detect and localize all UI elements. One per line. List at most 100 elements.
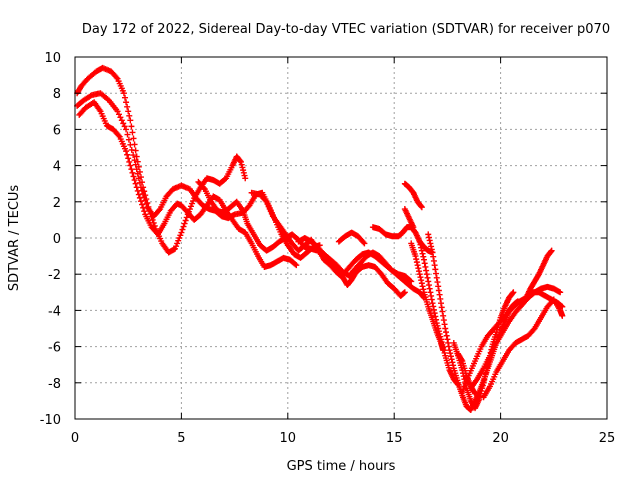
x-tick-label: 25	[599, 431, 616, 446]
data-point	[187, 203, 194, 210]
data-point	[413, 259, 420, 266]
data-point	[180, 223, 187, 230]
data-point	[420, 253, 427, 260]
data-point	[133, 153, 140, 160]
y-tick-label: 6	[53, 123, 61, 138]
data-point	[122, 94, 129, 101]
data-point	[423, 271, 430, 278]
data-point	[425, 234, 432, 241]
data-point	[113, 74, 120, 81]
data-point	[430, 306, 437, 313]
data-point	[431, 310, 438, 317]
data-point	[480, 379, 487, 386]
data-point	[434, 322, 441, 329]
data-point	[424, 274, 431, 281]
data-point	[433, 320, 440, 327]
data-point	[418, 203, 425, 210]
data-point	[413, 256, 420, 263]
data-point	[175, 237, 182, 244]
data-point	[425, 231, 432, 238]
data-point	[128, 146, 135, 153]
data-point	[245, 203, 252, 210]
data-point	[548, 247, 555, 254]
data-point	[127, 162, 134, 169]
data-point	[417, 241, 424, 248]
data-point	[479, 385, 486, 392]
data-point	[428, 246, 435, 253]
data-point	[420, 286, 427, 293]
data-point	[292, 261, 299, 268]
data-point	[132, 161, 139, 168]
data-point	[430, 303, 437, 310]
data-point	[418, 204, 425, 211]
data-point	[240, 169, 247, 176]
data-point	[450, 362, 457, 369]
data-point	[407, 277, 414, 284]
data-point	[438, 304, 445, 311]
data-point	[130, 173, 137, 180]
data-point	[181, 220, 188, 227]
data-point	[427, 240, 434, 247]
data-point	[447, 350, 454, 357]
y-tick-label: 10	[44, 51, 61, 66]
y-axis-label: SDTVAR / TECUs	[7, 185, 22, 292]
data-point	[442, 325, 449, 332]
data-point	[433, 316, 440, 323]
data-point	[401, 289, 408, 296]
data-point	[139, 201, 146, 208]
data-point	[237, 158, 244, 165]
data-point	[140, 204, 147, 211]
data-point	[440, 317, 447, 324]
data-point	[239, 164, 246, 171]
data-point	[136, 194, 143, 201]
data-point	[420, 256, 427, 263]
data-point	[417, 274, 424, 281]
data-point	[458, 356, 465, 363]
data-point	[481, 373, 488, 380]
data-point	[130, 135, 137, 142]
data-point	[416, 238, 423, 245]
data-point	[425, 278, 432, 285]
data-point	[423, 267, 430, 274]
data-point	[182, 217, 189, 224]
data-point	[178, 229, 185, 236]
data-point	[431, 262, 438, 269]
data-point	[449, 359, 456, 366]
data-point	[477, 393, 484, 400]
y-tick-label: 2	[53, 196, 61, 211]
x-tick-label: 5	[177, 431, 185, 446]
data-point	[129, 129, 136, 136]
data-point	[447, 353, 454, 360]
y-tick-label: -2	[48, 268, 61, 283]
data-point	[121, 123, 128, 130]
data-point	[530, 326, 537, 333]
data-point	[240, 167, 247, 174]
data-point	[190, 197, 197, 204]
data-point	[439, 341, 446, 348]
data-point	[361, 240, 368, 247]
data-point	[117, 114, 124, 121]
data-point	[137, 198, 144, 205]
data-point	[482, 370, 489, 377]
data-point	[472, 390, 479, 397]
x-tick-labels: 0 5 10 15 20 25	[71, 431, 615, 446]
data-point	[445, 339, 452, 346]
data-point	[446, 347, 453, 354]
x-tick-label: 20	[492, 431, 509, 446]
data-point	[293, 262, 300, 269]
data-point	[415, 265, 422, 272]
data-point	[471, 389, 478, 396]
data-point	[438, 336, 445, 343]
data-point	[435, 325, 442, 332]
data-point	[149, 216, 156, 223]
data-point	[410, 224, 417, 231]
data-point	[141, 208, 148, 215]
data-point	[124, 103, 131, 110]
data-point	[442, 329, 449, 336]
data-point	[428, 292, 435, 299]
data-point	[438, 339, 445, 346]
y-tick-label: -6	[48, 341, 61, 356]
data-point	[120, 120, 127, 127]
data-point	[433, 270, 440, 277]
